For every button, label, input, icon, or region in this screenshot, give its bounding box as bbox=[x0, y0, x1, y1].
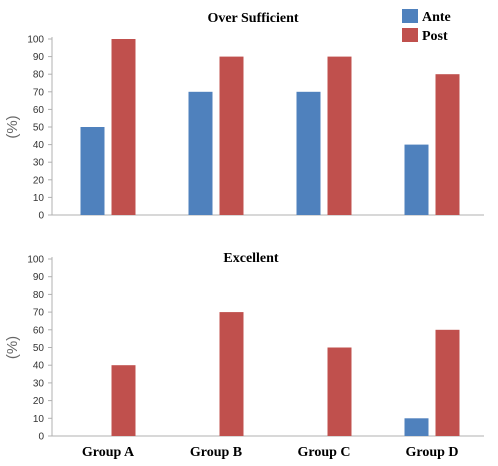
category-label: Group C bbox=[297, 445, 350, 460]
bar-ante-group-d bbox=[404, 144, 429, 215]
category-label: Group A bbox=[82, 445, 135, 460]
y-tick-label: 0 bbox=[38, 211, 44, 222]
y-tick-label: 80 bbox=[33, 290, 45, 301]
y-tick-label: 100 bbox=[27, 35, 44, 46]
legend-label-ante: Ante bbox=[422, 10, 451, 25]
y-tick-label: 30 bbox=[33, 158, 45, 169]
bar-post-group-c bbox=[327, 56, 352, 215]
bar-post-group-c bbox=[327, 347, 352, 436]
bar-ante-group-b bbox=[188, 91, 213, 215]
bar-ante-group-a bbox=[80, 127, 105, 215]
chart-title: Over Sufficient bbox=[207, 11, 298, 26]
category-label: Group B bbox=[190, 445, 242, 460]
y-tick-label: 100 bbox=[27, 255, 44, 266]
y-tick-label: 60 bbox=[33, 325, 45, 336]
y-tick-label: 40 bbox=[33, 361, 45, 372]
y-tick-label: 70 bbox=[33, 308, 45, 319]
y-tick-label: 20 bbox=[33, 175, 45, 186]
category-label: Group D bbox=[405, 445, 458, 460]
y-tick-label: 50 bbox=[33, 343, 45, 354]
y-tick-label: 80 bbox=[33, 70, 45, 81]
y-axis-label: (%) bbox=[4, 115, 21, 138]
bar-post-group-b bbox=[219, 56, 244, 215]
y-axis-label: (%) bbox=[4, 336, 21, 359]
y-tick-label: 30 bbox=[33, 378, 45, 389]
bar-post-group-b bbox=[219, 312, 244, 436]
legend-swatch-ante bbox=[402, 9, 418, 23]
bar-post-group-d bbox=[435, 74, 460, 215]
y-tick-label: 40 bbox=[33, 140, 45, 151]
y-tick-label: 90 bbox=[33, 52, 45, 63]
legend: Ante Post bbox=[402, 9, 451, 44]
chart-panel-1: 0 10 20 30 40 50 60 70 80 90 100 (%) Over Sufficient… bbox=[4, 9, 484, 222]
chart-panel-2: 0 10 20 30 40 50 60 70 80 90 100 (%) Excellent Group … bbox=[4, 251, 484, 460]
legend-label-post: Post bbox=[422, 29, 448, 44]
bar-post-group-a bbox=[111, 365, 136, 436]
bar-post-group-d bbox=[435, 329, 460, 436]
y-tick-label: 10 bbox=[33, 193, 45, 204]
y-tick-label: 20 bbox=[33, 396, 45, 407]
chart-title: Excellent bbox=[223, 251, 279, 266]
y-tick-label: 90 bbox=[33, 272, 45, 283]
y-tick-label: 0 bbox=[38, 432, 44, 443]
y-tick-label: 50 bbox=[33, 123, 45, 134]
legend-swatch-post bbox=[402, 28, 418, 42]
bar-post-group-a bbox=[111, 39, 136, 215]
bar-ante-group-c bbox=[296, 91, 321, 215]
bar-ante-group-d bbox=[404, 418, 429, 436]
y-tick-label: 10 bbox=[33, 414, 45, 425]
y-tick-label: 60 bbox=[33, 105, 45, 116]
y-tick-label: 70 bbox=[33, 87, 45, 98]
